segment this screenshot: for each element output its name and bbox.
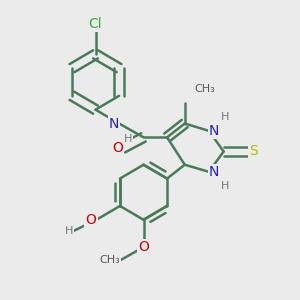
Text: O: O <box>112 141 123 155</box>
Text: Cl: Cl <box>89 17 102 31</box>
Text: O: O <box>138 240 149 254</box>
Text: S: S <box>249 145 257 158</box>
Text: H: H <box>221 112 229 122</box>
Text: N: N <box>209 165 219 179</box>
Text: N: N <box>109 116 119 130</box>
Text: H: H <box>124 134 132 144</box>
Text: H: H <box>221 181 229 190</box>
Text: N: N <box>209 124 219 138</box>
Text: CH₃: CH₃ <box>99 255 120 266</box>
Text: H: H <box>65 226 74 236</box>
Text: CH₃: CH₃ <box>194 84 215 94</box>
Text: O: O <box>85 213 96 227</box>
